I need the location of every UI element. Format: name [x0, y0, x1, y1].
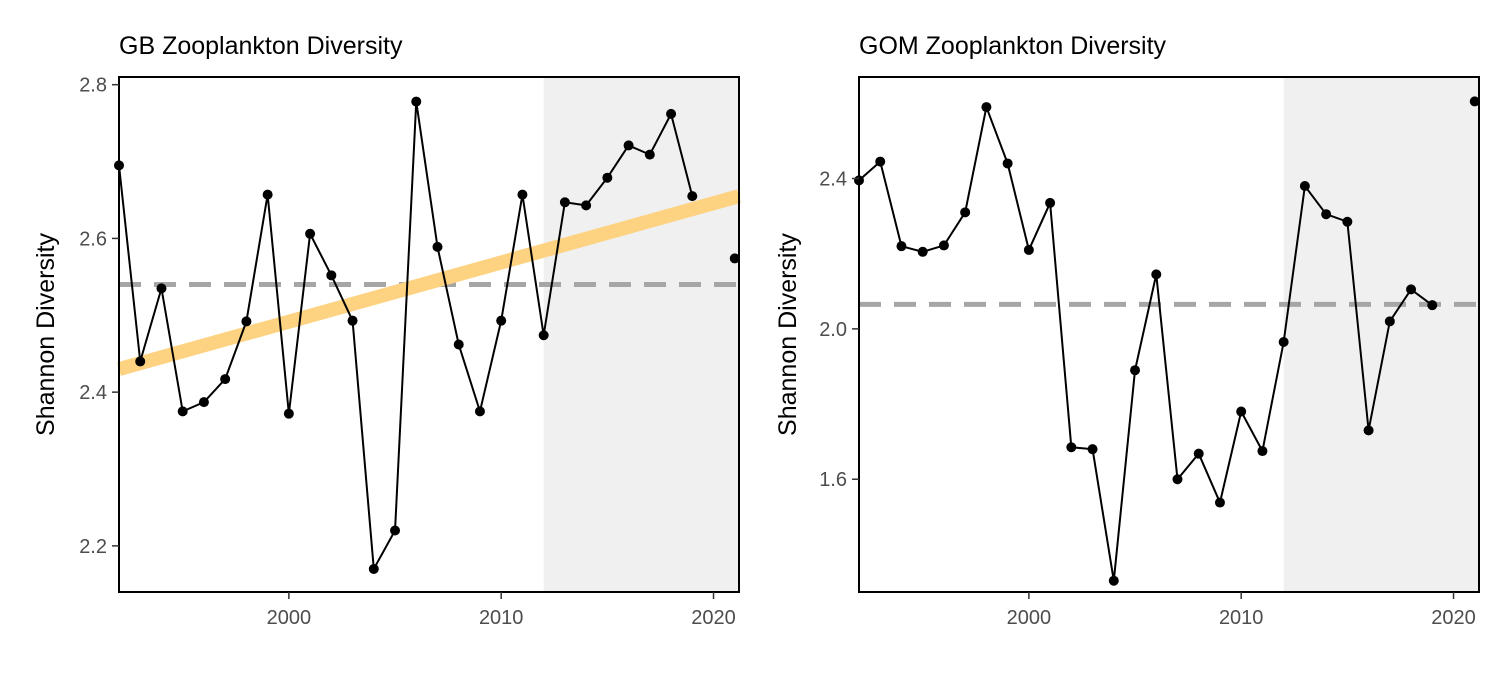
gom-zooplankton-panel: 2000 2010 2020 1.6 2.0 2.4 GOM Zooplankton Div… — [774, 32, 1480, 629]
data-point — [1172, 474, 1183, 485]
y-tick-label: 2.4 — [819, 168, 847, 190]
data-point — [1406, 284, 1417, 295]
data-point — [938, 240, 949, 251]
x-tick-label: 2000 — [267, 607, 312, 629]
data-point — [1108, 575, 1119, 586]
plot-border — [118, 76, 740, 593]
data-point — [517, 189, 528, 200]
data-point — [135, 356, 146, 367]
x-tick-label: 2020 — [1431, 607, 1476, 629]
y-axis-title: Shannon Diversity — [774, 233, 802, 436]
y-tick-label: 2.2 — [79, 536, 107, 558]
chart-title: GOM Zooplankton Diversity — [859, 32, 1167, 60]
data-point — [687, 191, 698, 202]
data-point — [368, 563, 379, 574]
data-point — [623, 140, 634, 151]
data-point — [1427, 300, 1438, 311]
data-point — [559, 197, 570, 208]
y-tick-label: 1.6 — [819, 469, 847, 491]
series-line — [858, 103, 1433, 581]
data-point — [1214, 497, 1225, 508]
series-line — [118, 101, 694, 573]
data-point — [432, 241, 443, 252]
data-point — [1384, 316, 1395, 327]
data-point — [917, 246, 928, 257]
data-point — [602, 172, 613, 183]
data-point — [1023, 244, 1034, 255]
data-point — [347, 315, 358, 326]
data-point — [1045, 197, 1056, 208]
data-point — [1342, 216, 1353, 227]
data-point — [981, 102, 992, 113]
data-point — [474, 406, 485, 417]
data-point — [581, 200, 592, 211]
data-point — [1151, 269, 1162, 280]
data-point — [875, 156, 886, 167]
data-point — [896, 241, 907, 252]
data-point — [262, 189, 273, 200]
data-point — [411, 96, 422, 107]
y-tick-label: 2.0 — [819, 319, 847, 341]
data-point — [960, 207, 971, 218]
data-point — [305, 228, 316, 239]
data-point — [1193, 448, 1204, 459]
trend-line — [117, 189, 741, 376]
data-point — [666, 108, 677, 119]
data-point — [1363, 425, 1374, 436]
gb-zooplankton-panel: 2000 2010 2020 2.2 2.4 2.6 2.8 GB Zooplankton D… — [32, 32, 741, 629]
data-point — [1278, 337, 1289, 348]
data-point — [220, 374, 231, 385]
x-tick-label: 2000 — [1007, 607, 1052, 629]
y-tick-label: 2.6 — [79, 228, 107, 250]
data-point — [1321, 209, 1332, 220]
data-point — [177, 406, 188, 417]
data-point — [1002, 158, 1013, 169]
chart-title: GB Zooplankton Diversity — [119, 32, 403, 60]
data-point — [644, 149, 655, 160]
shaded-region — [543, 77, 739, 592]
plot-border — [858, 76, 1480, 593]
x-tick-label: 2010 — [479, 607, 524, 629]
data-point — [198, 397, 209, 408]
data-point — [156, 283, 167, 294]
y-tick-label: 2.4 — [79, 382, 107, 404]
data-point — [729, 253, 740, 264]
data-point — [1087, 444, 1098, 455]
y-tick-label: 2.8 — [79, 75, 107, 97]
data-point — [1236, 406, 1247, 417]
data-point — [326, 270, 337, 281]
data-point — [1130, 365, 1141, 376]
data-point — [241, 316, 252, 327]
data-point — [1066, 442, 1077, 453]
y-axis-title: Shannon Diversity — [32, 233, 60, 436]
shaded-region — [1283, 77, 1479, 592]
x-tick-label: 2010 — [1219, 607, 1264, 629]
data-point — [1299, 181, 1310, 192]
data-point — [1469, 96, 1480, 107]
x-tick-label: 2020 — [691, 607, 736, 629]
data-point — [1257, 446, 1268, 457]
data-point — [496, 315, 507, 326]
data-point — [538, 330, 549, 341]
data-point — [390, 525, 401, 536]
data-point — [283, 408, 294, 419]
data-point — [453, 339, 464, 350]
